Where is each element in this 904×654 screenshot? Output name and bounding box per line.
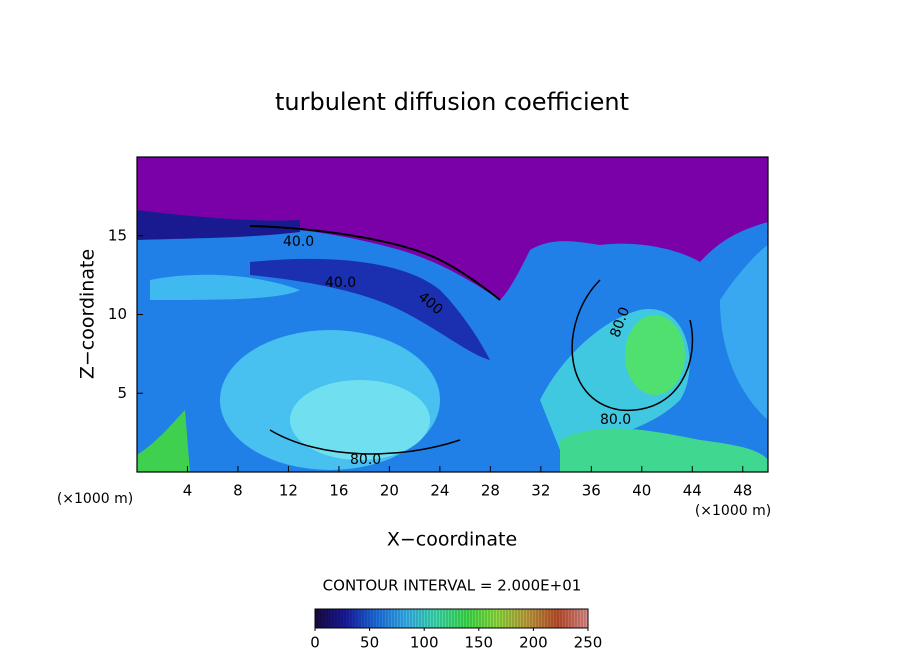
x-tick-label: 28 (481, 482, 500, 500)
x-axis-label: X−coordinate (387, 529, 517, 551)
colorbar-tick-label: 200 (519, 634, 548, 652)
x-tick-label: 24 (430, 482, 449, 500)
x-tick-label: 20 (380, 482, 399, 500)
x-tick-label: 40 (632, 482, 651, 500)
contour-field (137, 157, 768, 472)
y-tick-label: 5 (117, 384, 127, 402)
colorbar-tick-label: 100 (410, 634, 439, 652)
x-tick-label: 12 (279, 482, 298, 500)
field-blob (290, 380, 430, 460)
contour-label: 40.0 (325, 275, 356, 291)
colorbar (314, 608, 589, 629)
contour-label: 80.0 (350, 452, 381, 468)
field-blob (137, 410, 190, 472)
x-tick-label: 8 (233, 482, 243, 500)
field-band (250, 258, 490, 360)
y-tick-label: 15 (108, 226, 127, 244)
x-unit-left: (×1000 m) (57, 491, 133, 507)
colorbar-tick-label: 0 (310, 634, 320, 652)
field-blob (625, 315, 685, 395)
x-unit-right: (×1000 m) (695, 503, 771, 519)
chart-title: turbulent diffusion coefficient (275, 88, 629, 116)
contour-interval: CONTOUR INTERVAL = 2.000E+01 (323, 577, 582, 595)
contour-line (269, 429, 461, 455)
contour-label: 80.0 (600, 412, 631, 428)
y-axis-label: Z−coordinate (77, 249, 99, 379)
contour-label: 40.0 (283, 234, 314, 250)
colorbar-tick-label: 150 (464, 634, 493, 652)
x-tick-label: 36 (582, 482, 601, 500)
x-tick-label: 32 (531, 482, 550, 500)
field-band (137, 210, 300, 240)
x-tick-label: 48 (733, 482, 752, 500)
field-blob (560, 428, 768, 472)
x-tick-label: 16 (329, 482, 348, 500)
y-tick-label: 10 (108, 305, 127, 323)
colorbar-tick-label: 250 (574, 634, 603, 652)
field-blob (720, 245, 768, 420)
contour-line (249, 225, 501, 301)
contour-line (571, 279, 694, 411)
x-tick-label: 44 (683, 482, 702, 500)
colorbar-tick-label: 50 (360, 634, 379, 652)
x-tick-label: 4 (183, 482, 193, 500)
field-top (137, 157, 768, 300)
field-blob (150, 274, 300, 300)
